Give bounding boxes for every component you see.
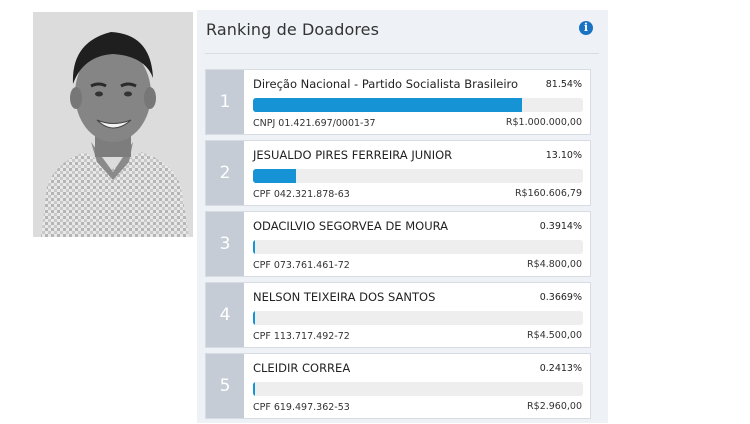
donation-share-bar (253, 169, 583, 183)
rank-number: 4 (206, 283, 244, 347)
donor-name: JESUALDO PIRES FERREIRA JUNIOR (253, 148, 453, 162)
donor-card: 5 CLEIDIR CORREA 0.2413% CPF 619.497.362… (205, 353, 591, 419)
donation-share-bar (253, 311, 583, 325)
donation-share-bar (253, 382, 583, 396)
donor-document-id: CPF 073.761.461-72 (253, 260, 350, 271)
header-divider (205, 53, 599, 54)
donor-document-id: CNPJ 01.421.697/0001-37 (253, 118, 376, 129)
donor-card: 1 Direção Nacional - Partido Socialista … (205, 69, 591, 135)
donor-name: ODACILVIO SEGORVEA DE MOURA (253, 219, 449, 233)
donor-ranking-panel: Ranking de Doadores i 1 Direção Nacional… (197, 10, 608, 423)
rank-number: 1 (206, 70, 244, 134)
donation-share-fill (253, 382, 255, 396)
donor-name: Direção Nacional - Partido Socialista Br… (253, 77, 519, 91)
donation-share-bar (253, 240, 583, 254)
donation-share-fill (253, 240, 255, 254)
info-icon[interactable]: i (579, 21, 593, 35)
panel-title: Ranking de Doadores (206, 20, 380, 39)
donation-share-fill (253, 98, 523, 112)
panel-header: Ranking de Doadores i (197, 10, 608, 54)
donor-percentage: 0.3669% (539, 292, 582, 303)
donation-amount: R$4.500,00 (527, 330, 582, 341)
rank-number: 5 (206, 354, 244, 418)
donation-amount: R$4.800,00 (527, 259, 582, 270)
donor-percentage: 13.10% (545, 150, 582, 161)
donor-percentage: 0.2413% (539, 363, 582, 374)
donor-percentage: 81.54% (545, 79, 582, 90)
donation-amount: R$160.606,79 (514, 188, 582, 199)
rank-number: 2 (206, 141, 244, 205)
candidate-photo (33, 12, 193, 237)
donor-card: 2 JESUALDO PIRES FERREIRA JUNIOR 13.10% … (205, 140, 591, 206)
donation-share-bar (253, 98, 583, 112)
donation-amount: R$2.960,00 (527, 401, 582, 412)
donor-percentage: 0.3914% (539, 221, 582, 232)
donor-name: NELSON TEIXEIRA DOS SANTOS (253, 290, 436, 304)
rank-number: 3 (206, 212, 244, 276)
donor-card: 4 NELSON TEIXEIRA DOS SANTOS 0.3669% CPF… (205, 282, 591, 348)
donor-document-id: CPF 113.717.492-72 (253, 331, 350, 342)
donor-ranking-list: 1 Direção Nacional - Partido Socialista … (205, 69, 591, 424)
donation-amount: R$1.000.000,00 (505, 117, 582, 128)
donor-name: CLEIDIR CORREA (253, 361, 351, 375)
candidate-portrait-image (33, 12, 193, 237)
donor-document-id: CPF 619.497.362-53 (253, 402, 350, 413)
donation-share-fill (253, 169, 297, 183)
donation-share-fill (253, 311, 255, 325)
donor-card: 3 ODACILVIO SEGORVEA DE MOURA 0.3914% CP… (205, 211, 591, 277)
donor-document-id: CPF 042.321.878-63 (253, 189, 350, 200)
